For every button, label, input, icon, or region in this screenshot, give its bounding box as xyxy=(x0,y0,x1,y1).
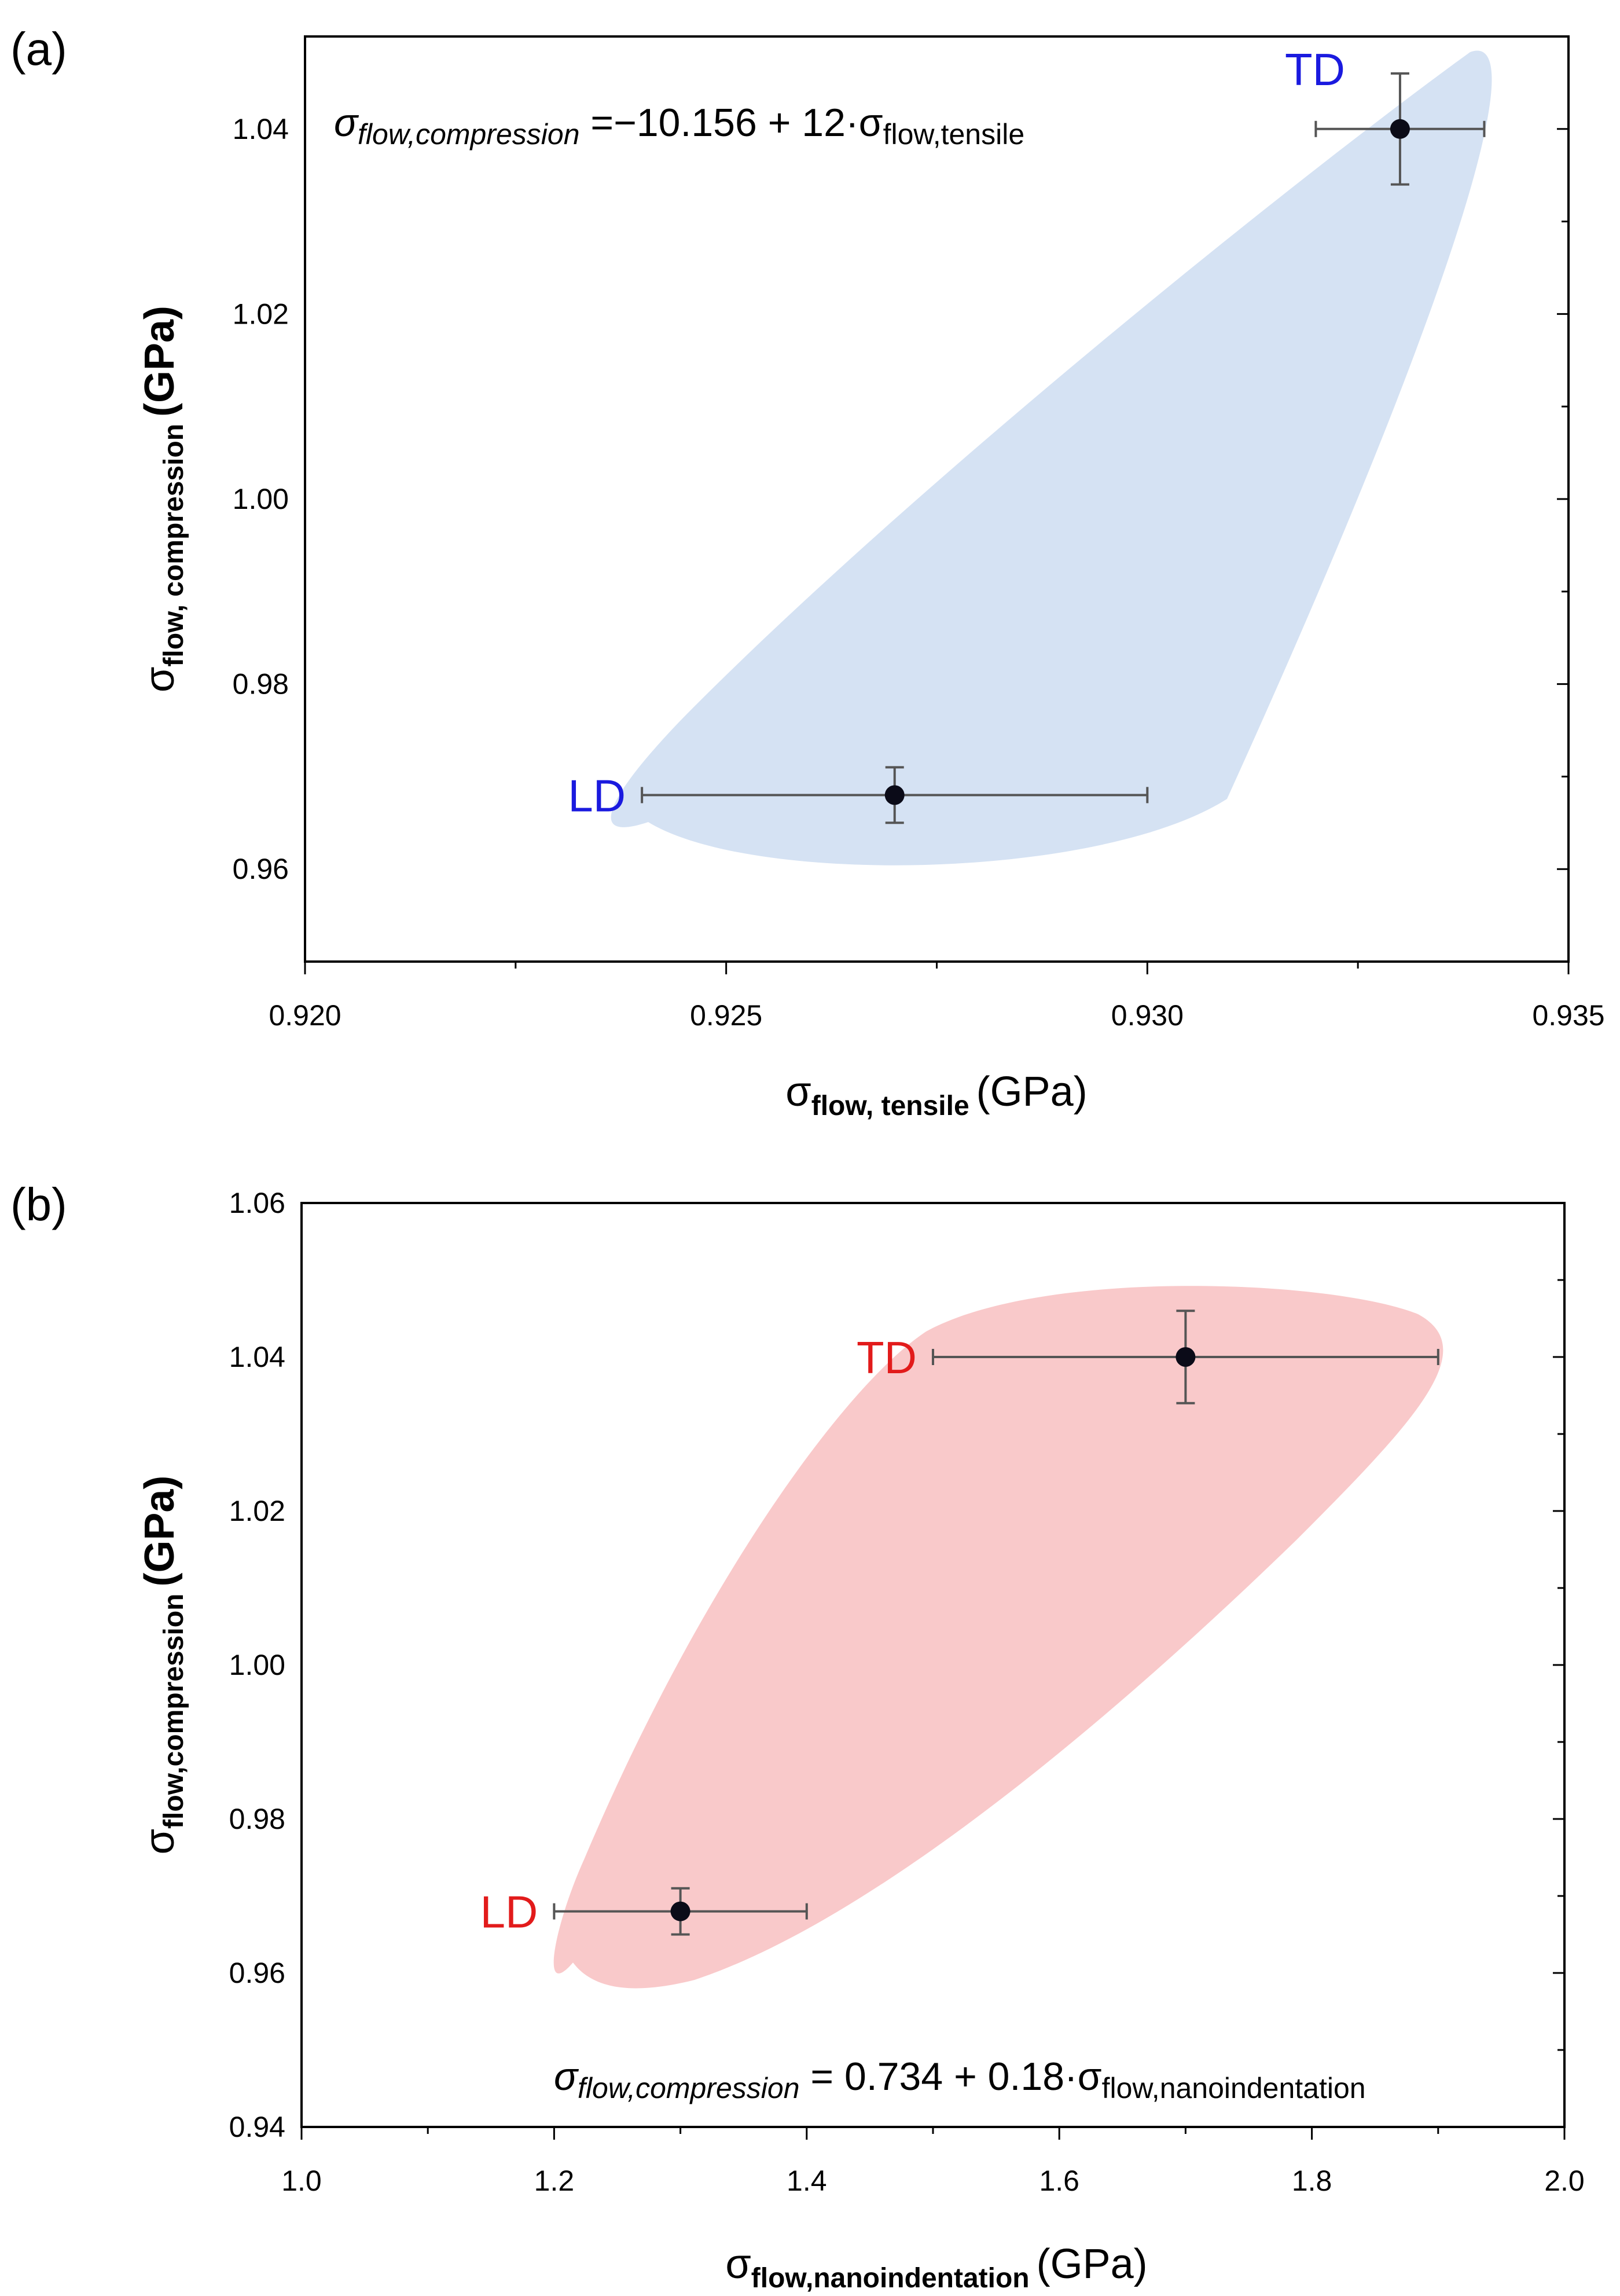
panel-b: (b) 0.94 0.96 0.98 1.00 1.02 1.04 1.06 1… xyxy=(10,1179,1585,2294)
panel-a-y-ticks xyxy=(1557,35,1568,963)
data-point-td xyxy=(1175,1347,1196,1367)
panel-b-points xyxy=(553,1310,1439,1936)
panel-b-region xyxy=(553,1286,1443,1989)
panel-a-x-axis-label: σflow, tensile (GPa) xyxy=(785,1069,1087,1121)
panel-b-y-ticks xyxy=(1553,1202,1564,2128)
panel-a-region xyxy=(611,50,1492,865)
panel-a-x-tick-label: 0.920 xyxy=(269,999,341,1032)
panel-b-x-ticks xyxy=(300,2127,1566,2140)
panel-a-xlabel-symbol: σ xyxy=(785,1069,811,1115)
panel-a-equation: σflow,compression =−10.156 + 12·σflow,te… xyxy=(334,101,1024,151)
panel-b-y-tick-label: 1.00 xyxy=(229,1649,285,1681)
panel-a-points xyxy=(641,72,1486,824)
panel-a-ylabel-symbol: σ xyxy=(137,667,183,692)
panel-b-x-tick-label: 1.4 xyxy=(787,2165,827,2197)
panel-a-x-tick-label: 0.930 xyxy=(1111,999,1184,1032)
panel-b-y-tick-label: 1.04 xyxy=(229,1341,285,1373)
panel-a-label: (a) xyxy=(10,23,67,75)
panel-a-point-label-ld: LD xyxy=(568,770,626,821)
panel-b-ylabel-unit: (GPa) xyxy=(137,1476,183,1587)
panel-b-xlabel-symbol: σ xyxy=(725,2241,751,2287)
data-point-ld xyxy=(670,1901,690,1921)
panel-b-y-tick-label: 0.96 xyxy=(229,1957,285,1989)
panel-a-y-tick-label: 0.98 xyxy=(233,668,289,700)
panel-a-xlabel-sub: flow, tensile xyxy=(811,1091,969,1121)
panel-a-eq-lhs-sub: flow,compression xyxy=(358,118,580,151)
panel-b-y-tick-label: 0.98 xyxy=(229,1803,285,1835)
panel-b-point-label-td: TD xyxy=(857,1332,917,1383)
panel-a-ylabel-sub: flow, compression xyxy=(159,424,189,667)
panel-b-ylabel-symbol: σ xyxy=(137,1829,183,1854)
data-point-td xyxy=(1390,119,1410,139)
panel-a-ylabel-unit: (GPa) xyxy=(137,306,183,417)
panel-b-y-tick-label: 1.02 xyxy=(229,1495,285,1527)
panel-b-y-tick-labels: 0.94 0.96 0.98 1.00 1.02 1.04 1.06 xyxy=(229,1187,285,2143)
panel-b-x-tick-label: 1.6 xyxy=(1039,2165,1079,2197)
panel-a-y-tick-label: 1.04 xyxy=(233,113,289,145)
panel-a-y-axis-label: σflow, compression (GPa) xyxy=(137,306,189,692)
panel-b-x-tick-label: 1.8 xyxy=(1292,2165,1332,2197)
panel-b-xlabel-unit: (GPa) xyxy=(1037,2241,1148,2287)
panel-a-y-tick-label: 0.96 xyxy=(233,853,289,885)
panel-b-x-tick-label: 2.0 xyxy=(1544,2165,1585,2197)
panel-a-point-label-td: TD xyxy=(1285,44,1345,95)
panel-a-y-tick-label: 1.02 xyxy=(233,298,289,330)
panel-b-y-tick-label: 0.94 xyxy=(229,2111,285,2143)
panel-a-eq-rhs-sub: flow,tensile xyxy=(883,118,1025,151)
panel-a-x-tick-label: 0.925 xyxy=(690,999,762,1032)
panel-b-xlabel-sub: flow,nanoindentation xyxy=(751,2263,1030,2294)
panel-a-eq-rhs: =−10.156 + 12·σ xyxy=(580,101,883,145)
panel-b-point-label-ld: LD xyxy=(480,1887,538,1938)
panel-b-label: (b) xyxy=(10,1179,67,1230)
panel-a-xlabel-unit: (GPa) xyxy=(976,1069,1088,1115)
panel-b-y-tick-label: 1.06 xyxy=(229,1187,285,1219)
panel-b-x-tick-labels: 1.0 1.2 1.4 1.6 1.8 2.0 xyxy=(281,2165,1585,2197)
panel-b-x-tick-label: 1.2 xyxy=(534,2165,575,2197)
panel-b-eq-rhs-sub: flow,nanoindentation xyxy=(1102,2072,1366,2104)
panel-a-x-ticks xyxy=(304,962,1570,974)
panel-b-eq-rhs: = 0.734 + 0.18·σ xyxy=(800,2055,1102,2099)
panel-a-eq-lhs-symbol: σ xyxy=(334,101,359,145)
panel-b-x-tick-label: 1.0 xyxy=(281,2165,322,2197)
panel-a: (a) 0.96 0.98 1.00 1.02 1.04 0.920 0.925… xyxy=(10,23,1605,1121)
panel-b-eq-lhs-sub: flow,compression xyxy=(578,2072,800,2104)
panel-b-x-axis-label: σflow,nanoindentation (GPa) xyxy=(725,2241,1147,2294)
panel-a-y-tick-labels: 0.96 0.98 1.00 1.02 1.04 xyxy=(233,113,289,885)
data-point-ld xyxy=(884,785,905,805)
panel-b-eq-lhs-symbol: σ xyxy=(554,2055,579,2099)
panel-b-equation: σflow,compression = 0.734 + 0.18·σflow,n… xyxy=(554,2055,1366,2104)
panel-b-ylabel-sub: flow,compression xyxy=(159,1594,189,1829)
panel-a-y-tick-label: 1.00 xyxy=(233,483,289,515)
panel-a-x-tick-label: 0.935 xyxy=(1532,999,1604,1032)
panel-b-y-axis-label: σflow,compression (GPa) xyxy=(137,1476,189,1855)
panel-a-x-tick-labels: 0.920 0.925 0.930 0.935 xyxy=(269,999,1604,1032)
